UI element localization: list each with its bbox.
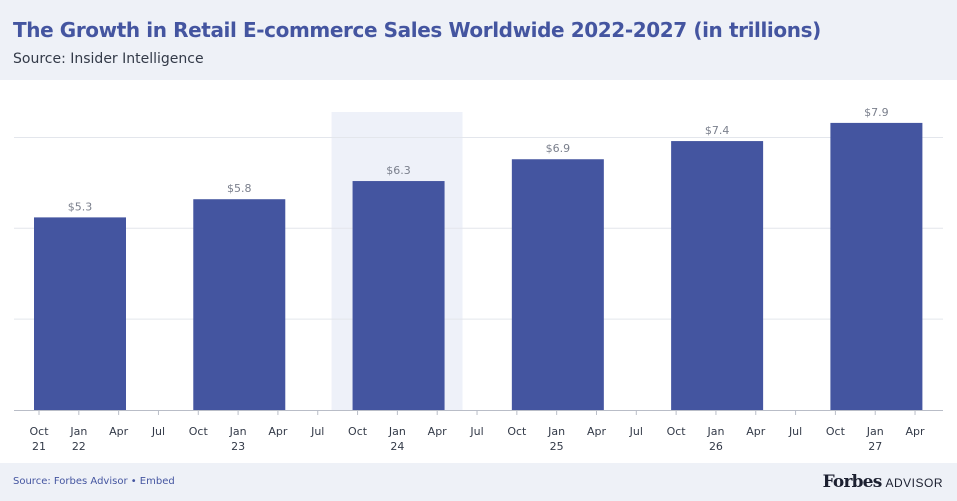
- chart-subtitle: Source: Insider Intelligence: [13, 51, 204, 67]
- bar-2023[interactable]: [193, 199, 286, 410]
- x-tick-label: Jan: [706, 425, 724, 438]
- x-tick-label: Jan: [229, 425, 247, 438]
- value-label: $5.8: [227, 182, 252, 195]
- x-tick-label: Jul: [788, 425, 802, 438]
- value-label: $5.3: [68, 200, 93, 213]
- x-tick-label: Apr: [268, 425, 288, 438]
- x-tick-label: Oct: [29, 425, 49, 438]
- x-tick-label: Apr: [109, 425, 129, 438]
- x-tick-label: 23: [231, 440, 245, 453]
- chart-header: The Growth in Retail E-commerce Sales Wo…: [0, 0, 957, 80]
- bar-2025[interactable]: [511, 159, 604, 410]
- x-tick-label: 21: [32, 440, 46, 453]
- forbes-advisor-logo: Forbes ADVISOR: [823, 472, 943, 492]
- x-tick-label: Oct: [507, 425, 527, 438]
- bar-2022[interactable]: [34, 217, 126, 410]
- value-label: $6.3: [386, 164, 411, 177]
- x-tick-label: 25: [550, 440, 564, 453]
- bar-2027[interactable]: [830, 122, 923, 410]
- x-tick-label: Jul: [469, 425, 483, 438]
- x-tick-label: Apr: [428, 425, 448, 438]
- value-label: $7.4: [705, 124, 730, 137]
- chart-title: The Growth in Retail E-commerce Sales Wo…: [13, 18, 821, 42]
- bar-chart: $5.3 $5.8 $6.3 $6.9 $7.4 $7.9 Oct 21 Jan 22 Apr Jul…: [14, 106, 943, 453]
- bar-2026[interactable]: [671, 141, 764, 410]
- x-tick-label: Jul: [629, 425, 643, 438]
- x-tick-label: 27: [868, 440, 882, 453]
- logo-wordmark: Forbes: [822, 472, 883, 492]
- chart-footer: Source: Forbes Advisor • Embed Forbes ADV…: [0, 463, 957, 501]
- value-label: $6.9: [546, 142, 571, 155]
- x-tick-label: Oct: [667, 425, 687, 438]
- x-tick-label: Apr: [587, 425, 607, 438]
- logo-subtitle: ADVISOR: [885, 476, 943, 490]
- value-label: $7.9: [864, 106, 889, 119]
- bar-2024[interactable]: [352, 181, 445, 410]
- x-tick-label: Jul: [310, 425, 324, 438]
- x-tick-label: 26: [709, 440, 723, 453]
- x-tick-label: Jan: [388, 425, 406, 438]
- x-tick-label: 22: [72, 440, 86, 453]
- x-tick-label: Jan: [866, 425, 884, 438]
- x-tick-label: Apr: [746, 425, 766, 438]
- x-tick-label: Jan: [69, 425, 87, 438]
- x-tick-label: Jan: [547, 425, 565, 438]
- x-tick-label: Oct: [348, 425, 368, 438]
- x-tick-label: Oct: [826, 425, 846, 438]
- footer-source-link[interactable]: Source: Forbes Advisor • Embed: [13, 476, 175, 487]
- x-tick-label: 24: [390, 440, 404, 453]
- plot-area: $5.3 $5.8 $6.3 $6.9 $7.4 $7.9 Oct 21 Jan 22 Apr Jul…: [0, 80, 957, 463]
- x-tick-label: Apr: [906, 425, 926, 438]
- x-tick-label: Jul: [151, 425, 165, 438]
- x-tick-label: Oct: [189, 425, 209, 438]
